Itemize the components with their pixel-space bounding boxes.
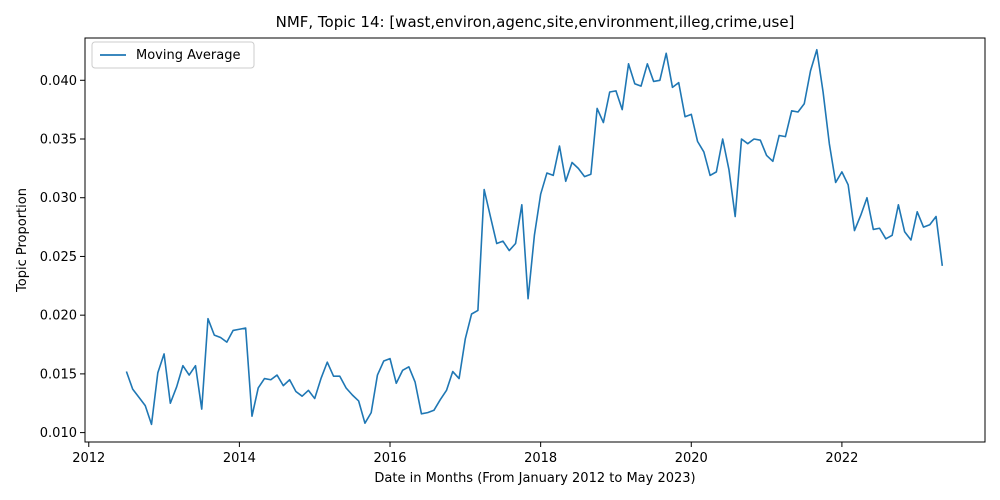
y-tick-label: 0.020 [40, 309, 77, 324]
series-line-moving-average [125, 48, 944, 426]
y-tick-label: 0.025 [40, 250, 77, 265]
plot-frame [84, 37, 986, 443]
y-tick-label: 0.035 [40, 133, 77, 148]
chart-title: NMF, Topic 14: [wast,environ,agenc,site,… [276, 13, 795, 31]
y-tick-label: 0.015 [40, 367, 77, 382]
y-axis-label: Topic Proportion [15, 188, 30, 293]
y-tick-label: 0.010 [40, 426, 77, 441]
y-tick-label: 0.040 [40, 74, 77, 89]
legend: Moving Average [91, 41, 255, 69]
y-axis: 0.010 0.015 0.020 0.025 0.030 0.035 0.040 [40, 74, 85, 441]
y-tick-label: 0.030 [40, 191, 77, 206]
x-tick-label: 2018 [524, 451, 557, 466]
x-axis: 2012 2014 2016 2018 2020 2022 [72, 442, 858, 466]
x-tick-label: 2014 [223, 451, 256, 466]
x-axis-label: Date in Months (From January 2012 to May… [374, 471, 695, 486]
x-tick-label: 2012 [72, 451, 105, 466]
legend-label-moving-average: Moving Average [136, 48, 240, 63]
x-tick-label: 2022 [825, 451, 858, 466]
x-tick-label: 2020 [675, 451, 708, 466]
plot-area [84, 37, 986, 443]
legend-box [91, 41, 255, 69]
x-tick-label: 2016 [373, 451, 406, 466]
